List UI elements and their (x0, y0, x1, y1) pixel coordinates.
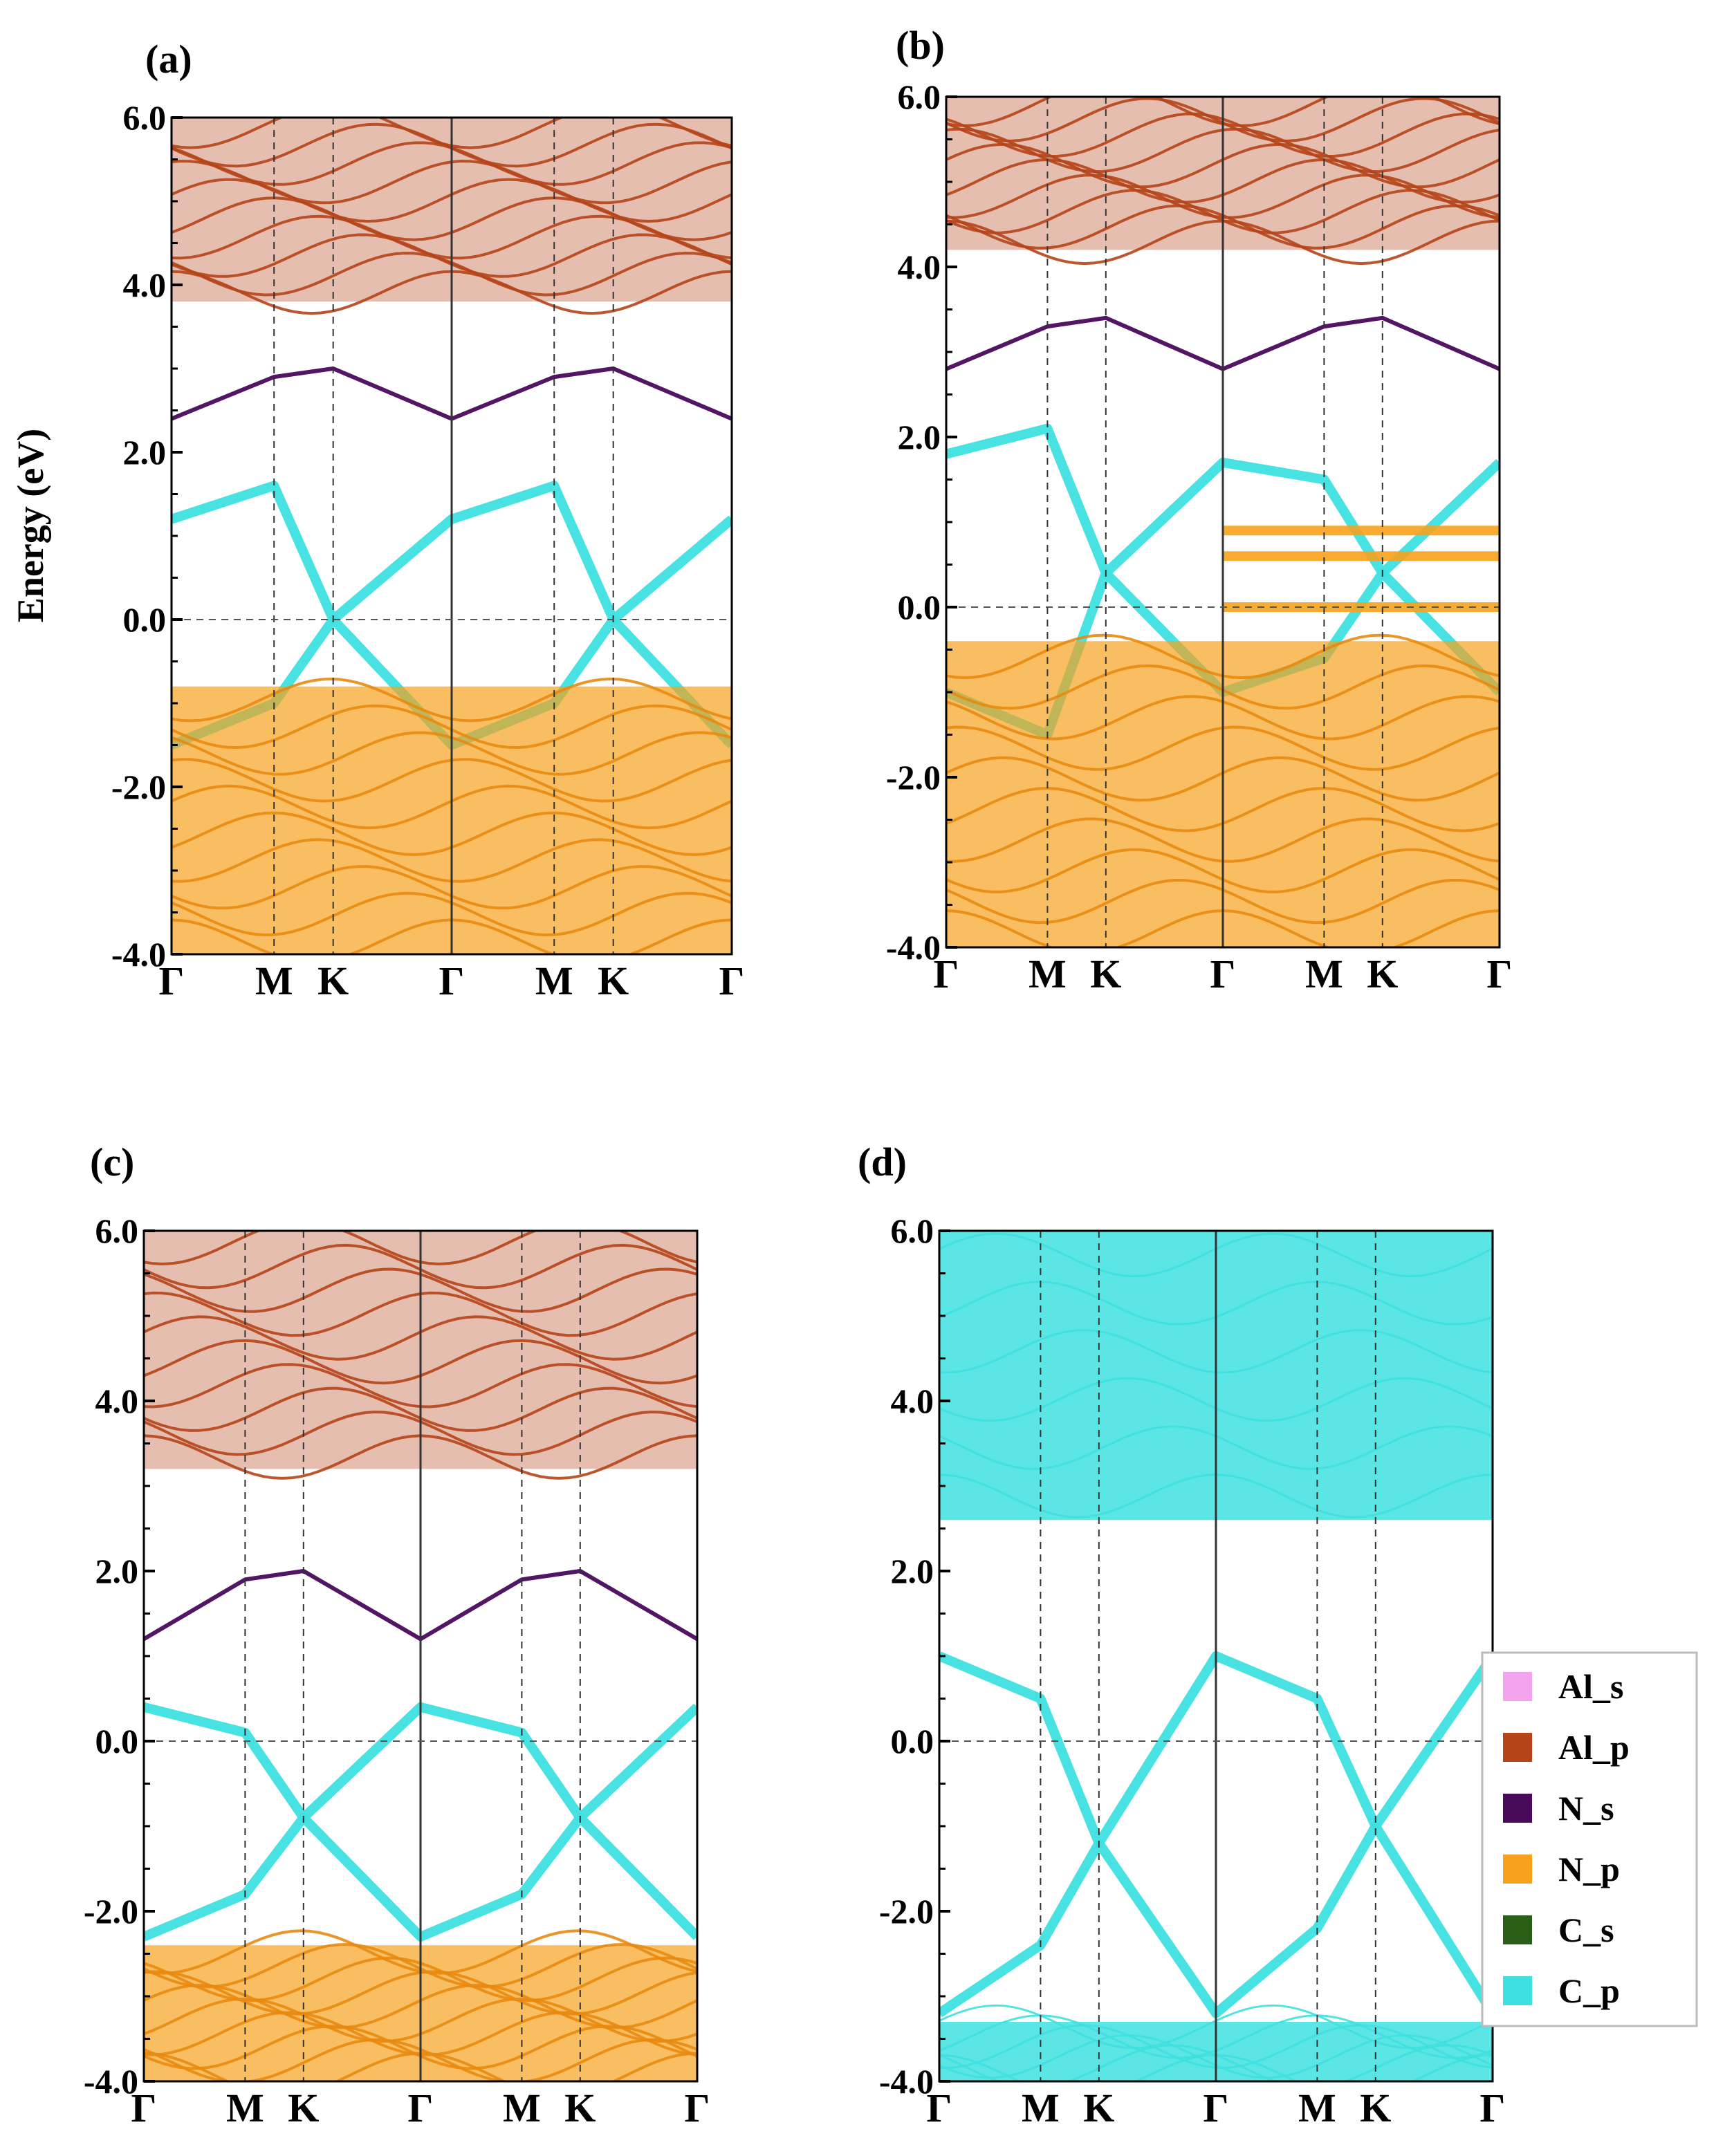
panel-title: (d) (858, 1140, 907, 1184)
y-tick-label: 0.0 (95, 1722, 139, 1760)
kpoint-label: M (1305, 951, 1343, 996)
kpoint-label: K (598, 958, 629, 1003)
y-axis-label: Energy (eV) (10, 429, 51, 622)
legend-label: C_p (1558, 1971, 1620, 2010)
panel-c: 6.04.02.00.0-2.0-4.0Γ M K Γ M K Γ(c) (84, 1140, 710, 2130)
y-tick-label: 6.0 (898, 77, 941, 116)
kpoint-label: Γ (439, 958, 465, 1003)
y-tick-label: 0.0 (891, 1722, 934, 1760)
kpoint-label: Γ (1203, 2085, 1229, 2130)
panel-b: 6.04.02.00.0-2.0-4.0Γ M K Γ M K Γ(b) (886, 23, 1513, 996)
kpoint-label: M (255, 958, 293, 1003)
kpoint-label: Γ (1487, 951, 1513, 996)
kpoint-label: Γ (685, 2085, 710, 2130)
panel-title: (a) (145, 37, 192, 82)
legend-label: C_s (1558, 1911, 1614, 1949)
kpoint-label: M (503, 2085, 541, 2130)
y-tick-label: 2.0 (95, 1552, 139, 1590)
legend-swatch (1503, 1672, 1532, 1701)
legend-swatch (1503, 1855, 1532, 1884)
y-tick-label: 0.0 (898, 588, 941, 626)
y-tick-label: 4.0 (95, 1382, 139, 1420)
kpoint-label: Γ (159, 958, 185, 1003)
y-tick-label: 4.0 (123, 266, 167, 304)
legend: Al_s Al_p N_s N_p C_s C_p (1481, 1651, 1698, 2027)
kpoint-label: K (317, 958, 349, 1003)
y-tick-label: -2.0 (879, 1892, 934, 1931)
legend-label: Al_s (1558, 1667, 1623, 1706)
kpoint-label: K (288, 2085, 319, 2130)
kpoint-label: K (1090, 951, 1121, 996)
kpoint-label: K (564, 2085, 596, 2130)
legend-label: N_s (1558, 1789, 1614, 1828)
y-tick-label: -4.0 (84, 2062, 138, 2101)
kpoint-label: Γ (1480, 2085, 1506, 2130)
y-tick-label: 2.0 (891, 1552, 934, 1590)
y-tick-label: 4.0 (898, 248, 941, 286)
kpoint-label: Γ (927, 2085, 952, 2130)
kpoint-label: M (1029, 951, 1067, 996)
legend-box (1481, 1651, 1698, 2027)
panels-layer: 6.04.02.00.0-2.0-4.0Γ M K Γ M K Γ(a)6.04.02.00… (84, 23, 1513, 2130)
kpoint-label: Γ (131, 2085, 157, 2130)
legend-swatch (1503, 1976, 1532, 2005)
y-tick-label: 4.0 (891, 1382, 934, 1420)
kpoint-label: Γ (408, 2085, 434, 2130)
kpoint-label: Γ (719, 958, 745, 1003)
kpoint-label: M (535, 958, 573, 1003)
kpoint-label: Γ (1210, 951, 1236, 996)
kpoint-label: M (226, 2085, 264, 2130)
y-tick-label: -2.0 (111, 768, 166, 806)
y-tick-label: -4.0 (886, 928, 941, 967)
panel-title: (b) (896, 23, 945, 68)
legend-swatch (1503, 1794, 1532, 1823)
legend-label: N_p (1558, 1850, 1620, 1888)
y-tick-label: 6.0 (95, 1211, 139, 1250)
panel-d: 6.04.02.00.0-2.0-4.0Γ M K Γ M K Γ(d) (858, 1140, 1505, 2130)
panel-a: 6.04.02.00.0-2.0-4.0Γ M K Γ M K Γ(a) (111, 37, 745, 1003)
kpoint-label: M (1022, 2085, 1060, 2130)
legend-label: Al_p (1558, 1728, 1630, 1767)
kpoint-label: K (1360, 2085, 1391, 2130)
y-tick-label: 0.0 (123, 600, 167, 639)
y-tick-label: -2.0 (886, 758, 941, 797)
y-tick-label: 2.0 (898, 418, 941, 456)
y-tick-label: 6.0 (891, 1211, 934, 1250)
kpoint-label: K (1367, 951, 1398, 996)
legend-swatch (1503, 1915, 1532, 1944)
y-tick-label: -2.0 (84, 1892, 138, 1931)
y-tick-label: 6.0 (123, 98, 167, 137)
y-tick-label: 2.0 (123, 433, 167, 472)
y-tick-label: -4.0 (111, 935, 166, 974)
kpoint-label: M (1298, 2085, 1336, 2130)
legend-swatch (1503, 1733, 1532, 1762)
panel-title: (c) (90, 1140, 134, 1184)
kpoint-label: Γ (934, 951, 959, 996)
kpoint-label: K (1083, 2085, 1114, 2130)
y-tick-label: -4.0 (879, 2062, 934, 2101)
